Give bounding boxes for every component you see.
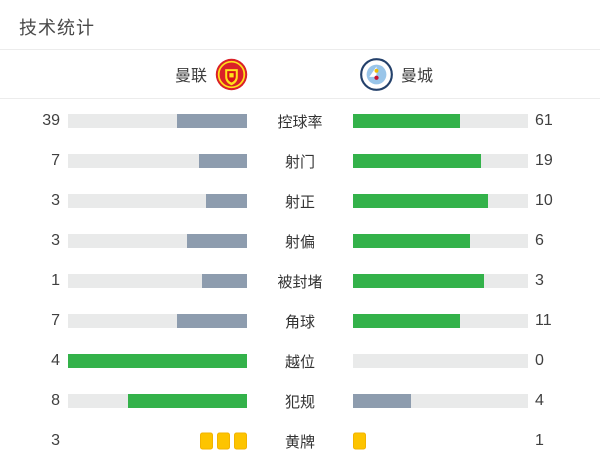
away-bar: [353, 274, 528, 288]
man-city-crest-icon: [360, 57, 393, 91]
stat-row: 8 犯规 4: [0, 381, 600, 421]
stat-row: 7 角球 11: [0, 301, 600, 341]
away-bar: [353, 314, 528, 328]
away-bar-fill: [353, 154, 481, 168]
home-bar-fill: [187, 234, 247, 248]
title-bar: 技术统计: [0, 0, 600, 50]
home-value: 7: [51, 312, 60, 329]
away-bar: [353, 432, 528, 450]
away-value: 0: [535, 352, 544, 369]
away-bar: [353, 354, 528, 368]
page-title: 技术统计: [19, 18, 95, 38]
away-bar-fill: [353, 194, 488, 208]
home-bar-fill: [177, 314, 247, 328]
home-bar-fill: [198, 154, 247, 168]
home-value: 1: [51, 272, 60, 289]
away-cards: [353, 432, 528, 450]
home-bar: [68, 154, 247, 168]
stat-row: 7 射门 19: [0, 141, 600, 181]
home-value: 3: [51, 432, 60, 449]
stat-label: 被封堵: [277, 273, 323, 291]
stat-row: 1 被封堵 3: [0, 261, 600, 301]
home-bar-fill: [205, 194, 247, 208]
stats-list: 39 控球率 61 7 射门 19 3 射正: [0, 99, 600, 461]
stat-row: 3 射正 10: [0, 181, 600, 221]
home-cards: [68, 432, 247, 450]
home-bar: [68, 394, 247, 408]
away-bar-fill: [353, 274, 485, 288]
away-bar: [353, 194, 528, 208]
stat-label: 越位: [284, 353, 315, 371]
stat-label: 射正: [284, 193, 315, 211]
away-value: 19: [535, 152, 553, 169]
home-bar: [68, 114, 247, 128]
yellow-card-icon: [217, 432, 230, 450]
home-bar: [68, 432, 247, 450]
home-bar-fill: [202, 274, 247, 288]
stat-label: 射门: [284, 153, 315, 171]
away-bar-fill: [353, 234, 470, 248]
yellow-card-icon: [234, 432, 247, 450]
team-away-name: 曼城: [401, 68, 434, 85]
home-value: 8: [51, 392, 60, 409]
home-bar: [68, 274, 247, 288]
home-bar-fill: [68, 354, 247, 368]
team-away: 曼城: [300, 57, 600, 91]
stat-row: 3 射偏 6: [0, 221, 600, 261]
team-home: 曼联: [0, 58, 300, 91]
home-bar-fill: [127, 394, 247, 408]
away-value: 1: [535, 432, 544, 449]
stat-label: 射偏: [284, 233, 315, 251]
away-bar-fill: [353, 314, 460, 328]
yellow-card-icon: [353, 432, 366, 450]
home-bar: [68, 234, 247, 248]
away-bar: [353, 114, 528, 128]
yellow-card-icon: [200, 432, 213, 450]
home-value: 4: [51, 352, 60, 369]
stat-row: 3 黄牌 1: [0, 421, 600, 461]
home-bar: [68, 314, 247, 328]
away-value: 3: [535, 272, 544, 289]
teams-header: 曼联 曼城: [0, 50, 600, 99]
team-home-name: 曼联: [174, 68, 207, 85]
stat-label: 犯规: [284, 393, 315, 411]
away-bar: [353, 394, 528, 408]
stat-label: 黄牌: [284, 433, 315, 451]
away-value: 11: [535, 312, 552, 329]
away-bar: [353, 234, 528, 248]
away-value: 6: [535, 232, 544, 249]
away-value: 4: [535, 392, 544, 409]
away-value: 10: [535, 192, 553, 209]
away-bar-fill: [353, 114, 460, 128]
stat-row: 39 控球率 61: [0, 101, 600, 141]
home-value: 3: [51, 232, 60, 249]
stat-label: 控球率: [277, 113, 323, 131]
stat-row: 4 越位 0: [0, 341, 600, 381]
home-bar: [68, 354, 247, 368]
home-value: 39: [42, 112, 60, 129]
home-value: 7: [51, 152, 60, 169]
man-utd-crest-icon: [215, 58, 248, 91]
home-bar: [68, 194, 247, 208]
home-bar-fill: [177, 114, 247, 128]
home-value: 3: [51, 192, 60, 209]
away-bar: [353, 154, 528, 168]
stat-label: 角球: [284, 313, 315, 331]
away-value: 61: [535, 112, 553, 129]
away-bar-fill: [353, 394, 412, 408]
